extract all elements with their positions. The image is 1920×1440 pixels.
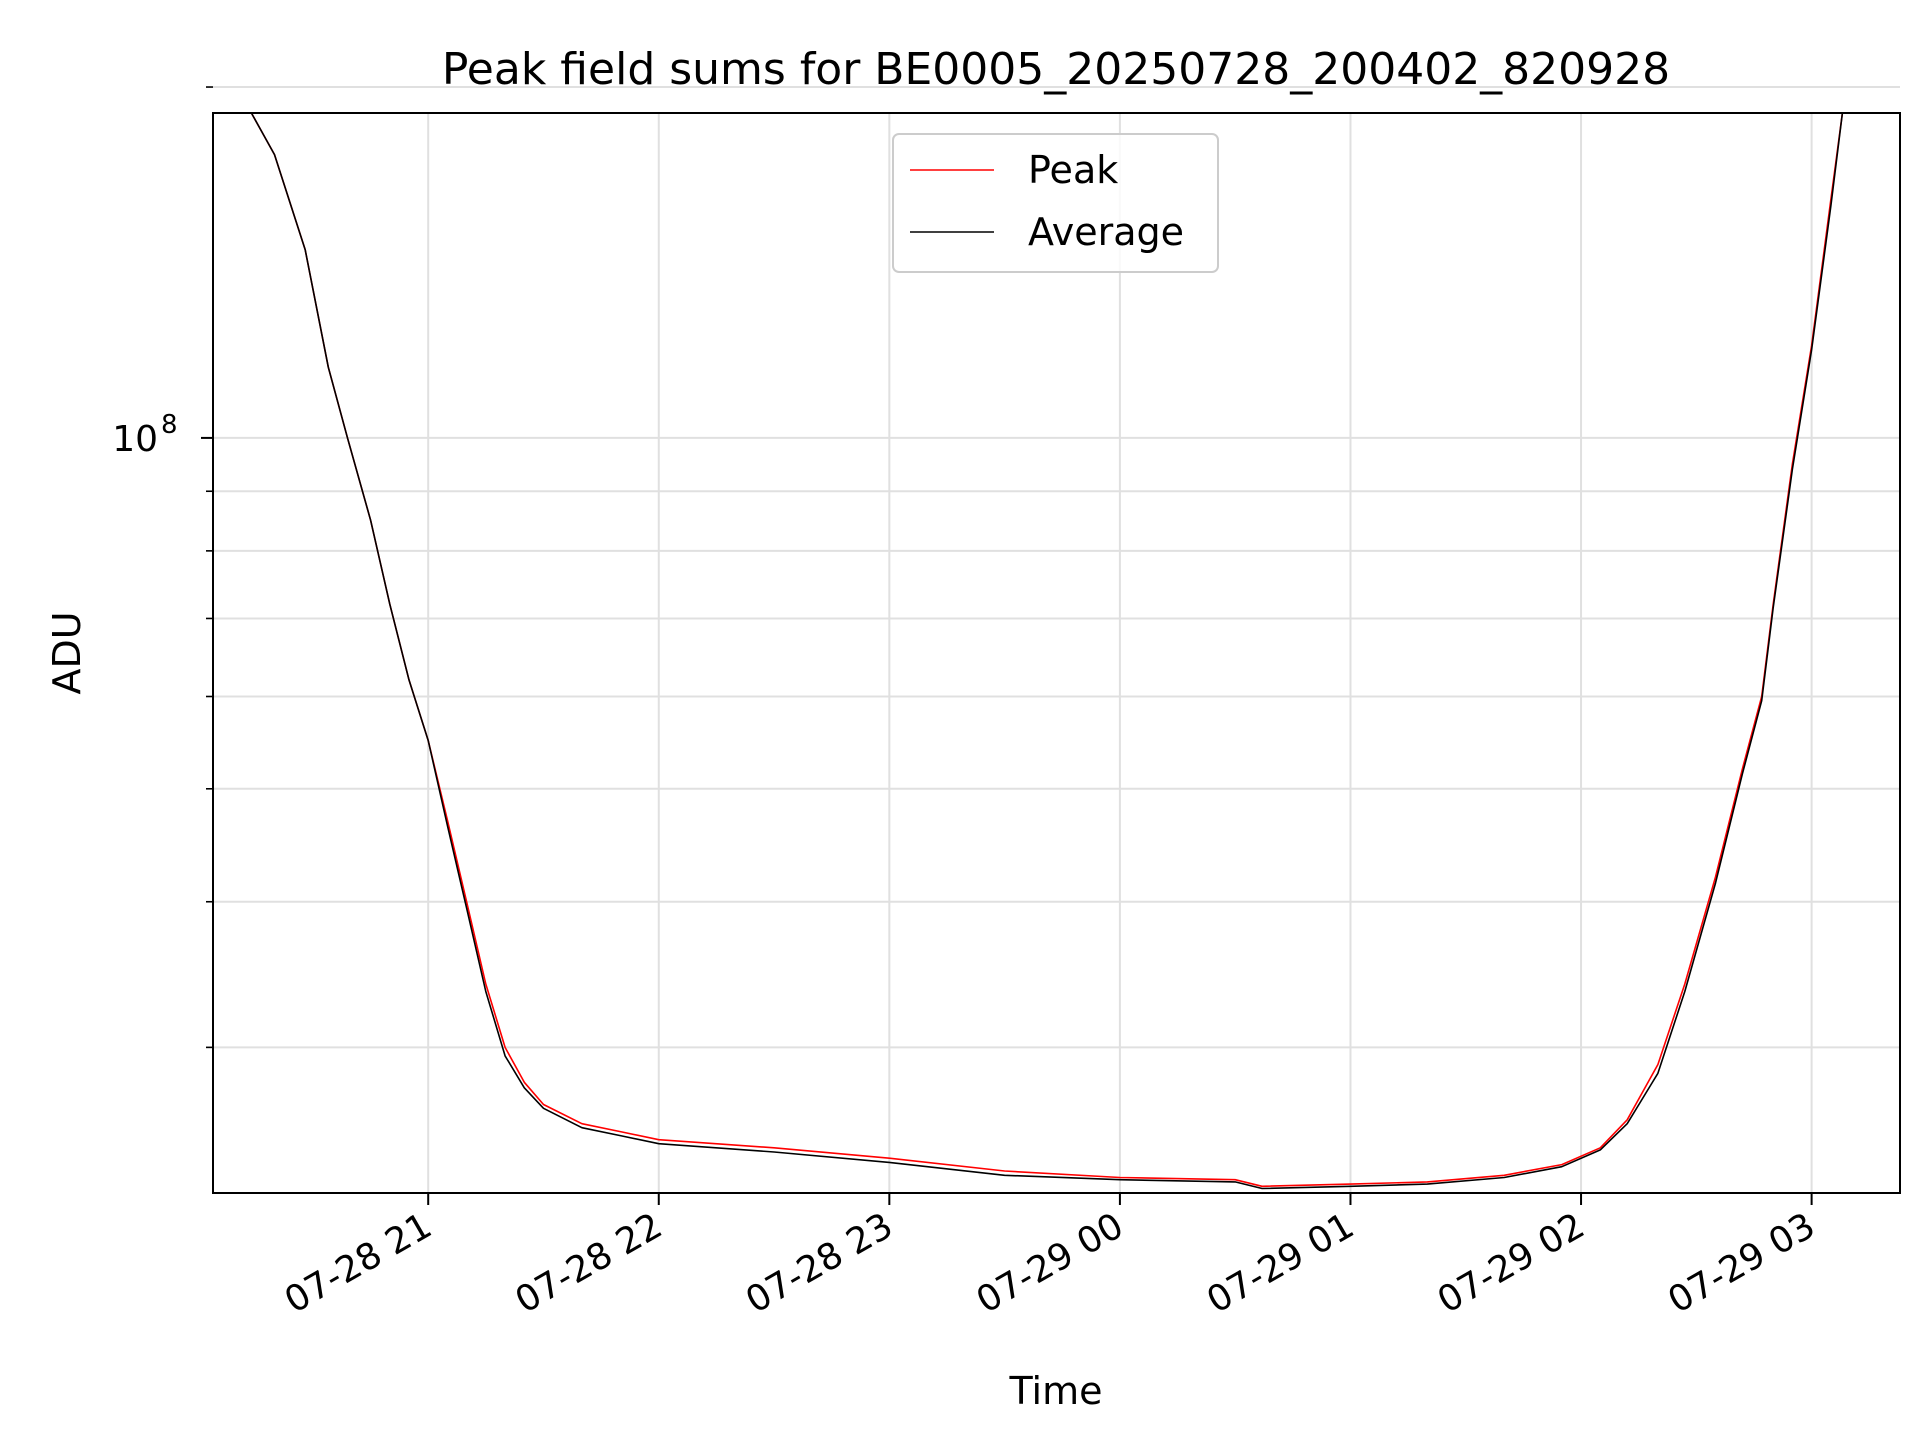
legend-box	[892, 133, 1219, 273]
legend-label-peak: Peak	[1028, 148, 1118, 192]
y-axis-label: ADU	[45, 611, 89, 694]
grid	[213, 86, 1900, 1193]
plot-area-frame	[212, 112, 1901, 1194]
legend: Peak Average	[892, 133, 1219, 273]
y-tick-label: 10	[112, 419, 158, 460]
plot-series	[250, 113, 1900, 1190]
x-axis-label: Time	[1009, 1369, 1103, 1413]
y-tick-label-exponent: 8	[161, 410, 178, 440]
legend-label-average: Average	[1028, 210, 1184, 254]
series-line-average	[250, 113, 1900, 1190]
